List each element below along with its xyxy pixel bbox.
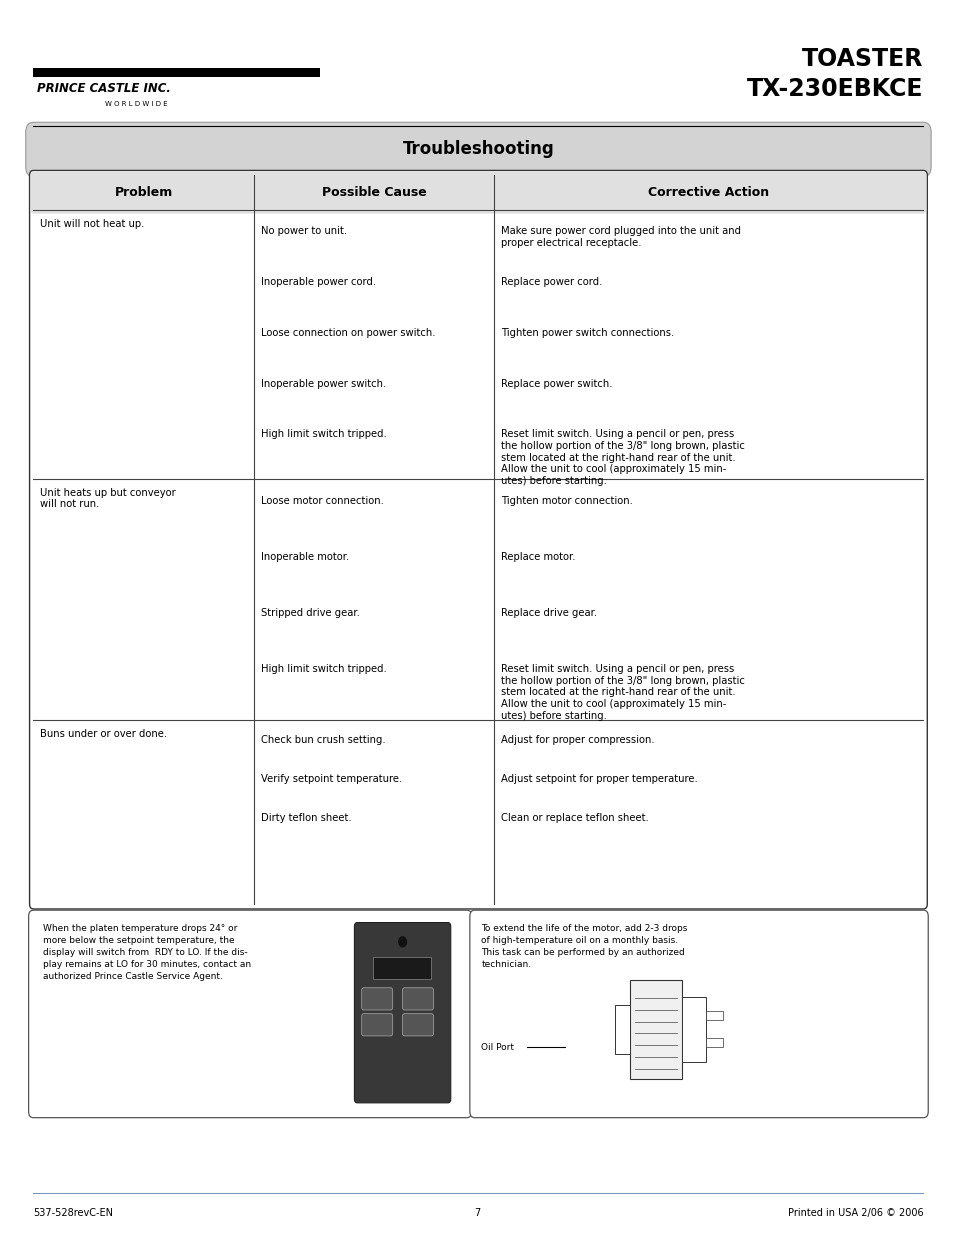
FancyBboxPatch shape [29,910,471,1118]
FancyBboxPatch shape [373,957,430,979]
Text: Problem: Problem [114,186,172,199]
Bar [681,998,705,1062]
Text: SET: SET [436,979,444,983]
Bar [629,981,681,1079]
FancyBboxPatch shape [469,910,927,1118]
Text: PRINCE
CASTLE
WORLDWIDE: PRINCE CASTLE WORLDWIDE [386,1060,418,1077]
Text: Replace drive gear.: Replace drive gear. [500,609,597,619]
Text: 7: 7 [474,1208,479,1218]
Text: Replace motor.: Replace motor. [500,552,575,562]
Text: SET: SET [411,995,424,1002]
Text: No power to unit.: No power to unit. [260,226,347,236]
Text: LO: LO [394,963,409,973]
Text: W O R L D W I D E: W O R L D W I D E [105,101,168,107]
FancyBboxPatch shape [402,1014,433,1036]
FancyBboxPatch shape [354,923,450,1103]
Text: ⏻: ⏻ [416,1021,419,1028]
Text: Corrective Action: Corrective Action [648,186,769,199]
Text: Replace power cord.: Replace power cord. [500,277,602,287]
Text: Inoperable motor.: Inoperable motor. [260,552,349,562]
Text: Possible Cause: Possible Cause [321,186,426,199]
Text: Inoperable power switch.: Inoperable power switch. [260,379,386,389]
Bar [615,1005,629,1055]
Text: To extend the life of the motor, add 2-3 drops
of high-temperature oil on a mont: To extend the life of the motor, add 2-3… [480,924,687,969]
Text: Unit heats up but conveyor
will not run.: Unit heats up but conveyor will not run. [40,488,175,509]
Text: High limit switch tripped.: High limit switch tripped. [260,430,386,440]
Text: Replace power switch.: Replace power switch. [500,379,612,389]
Text: TOASTER: TOASTER [801,47,923,70]
Text: Dirty teflon sheet.: Dirty teflon sheet. [260,813,351,824]
FancyBboxPatch shape [26,122,930,177]
FancyBboxPatch shape [361,988,393,1010]
Text: Reset limit switch. Using a pencil or pen, press
the hollow portion of the 3/8" : Reset limit switch. Using a pencil or pe… [500,430,744,485]
Text: Adjust setpoint for proper temperature.: Adjust setpoint for proper temperature. [500,774,698,784]
Text: PROG: PROG [360,971,375,976]
FancyBboxPatch shape [30,170,926,909]
Text: Oil Port: Oil Port [480,1042,514,1052]
Text: Verify setpoint temperature.: Verify setpoint temperature. [260,774,401,784]
Bar [705,1011,722,1020]
Bar [705,1039,722,1047]
Text: Tighten power switch connections.: Tighten power switch connections. [500,327,674,338]
Text: ▲: ▲ [375,995,379,1002]
Text: Stripped drive gear.: Stripped drive gear. [260,609,359,619]
Text: Reset limit switch. Using a pencil or pen, press
the hollow portion of the 3/8" : Reset limit switch. Using a pencil or pe… [500,664,744,721]
Text: Unit will not heat up.: Unit will not heat up. [40,219,144,228]
Text: TX-230EBKCE: TX-230EBKCE [746,77,923,100]
Text: Printed in USA 2/06 © 2006: Printed in USA 2/06 © 2006 [787,1208,923,1218]
Text: Check bun crush setting.: Check bun crush setting. [260,735,385,745]
Text: Troubleshooting: Troubleshooting [402,141,554,158]
Text: 537-528revC-EN: 537-528revC-EN [33,1208,113,1218]
Text: Adjust for proper compression.: Adjust for proper compression. [500,735,654,745]
Text: ACT: ACT [436,965,444,968]
FancyBboxPatch shape [30,172,925,214]
FancyBboxPatch shape [33,68,319,77]
Text: When the platen temperature drops 24° or
more below the setpoint temperature, th: When the platen temperature drops 24° or… [43,924,251,982]
Text: Clean or replace teflon sheet.: Clean or replace teflon sheet. [500,813,648,824]
Text: Inoperable power cord.: Inoperable power cord. [260,277,375,287]
Text: High limit switch tripped.: High limit switch tripped. [260,664,386,674]
Text: PRINCE CASTLE INC.: PRINCE CASTLE INC. [37,82,171,95]
Text: Loose connection on power switch.: Loose connection on power switch. [260,327,435,338]
FancyBboxPatch shape [402,988,433,1010]
Circle shape [398,937,406,947]
Text: Make sure power cord plugged into the unit and
proper electrical receptacle.: Make sure power cord plugged into the un… [500,226,740,248]
Text: Loose motor connection.: Loose motor connection. [260,496,383,506]
Text: Buns under or over done.: Buns under or over done. [40,729,167,739]
Text: ▼: ▼ [375,1021,379,1028]
Text: Tighten motor connection.: Tighten motor connection. [500,496,633,506]
FancyBboxPatch shape [361,1014,393,1036]
